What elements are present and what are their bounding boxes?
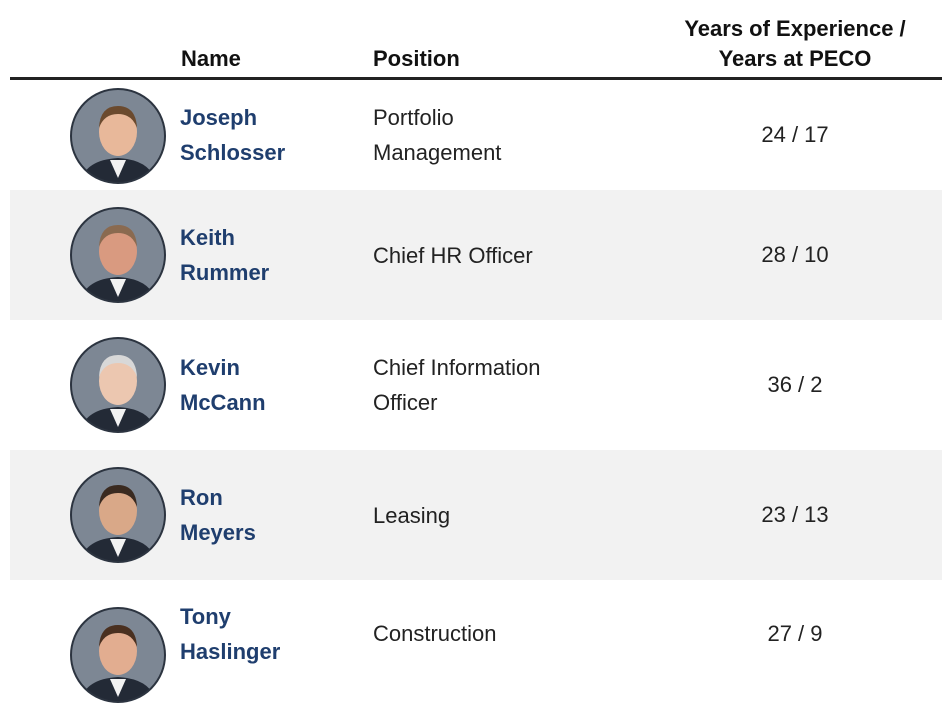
- page: Name Position Years of Experience / Year…: [10, 16, 942, 703]
- years: 36 / 2: [767, 372, 823, 397]
- person-name: Joseph Schlosser: [180, 105, 286, 165]
- position: Chief Information Officer: [373, 355, 541, 415]
- table-row: Keith Rummer Chief HR Officer 28 / 10: [10, 190, 942, 320]
- person-name: Ron Meyers: [180, 485, 256, 545]
- avatar: [70, 88, 166, 184]
- header-position: Position: [373, 46, 460, 71]
- years: 24 / 17: [761, 122, 829, 147]
- header-name: Name: [181, 46, 241, 71]
- person-name: Tony Haslinger: [180, 603, 281, 664]
- position: Leasing: [373, 502, 451, 528]
- table-row: Ron Meyers Leasing 23 / 13: [10, 450, 942, 580]
- avatar: [70, 337, 166, 433]
- years: 23 / 13: [761, 502, 829, 527]
- years: 28 / 10: [761, 242, 829, 267]
- table-row: Tony Haslinger Construction 27 / 9: [10, 580, 942, 703]
- avatar: [70, 207, 166, 303]
- header-years: Years of Experience / Years at PECO: [684, 16, 906, 71]
- position: Chief HR Officer: [373, 242, 533, 268]
- position: Portfolio Management: [373, 105, 502, 165]
- avatar: [70, 467, 166, 563]
- table-row: Kevin McCann Chief Information Officer 36 …: [10, 320, 942, 450]
- person-name: Keith Rummer: [180, 225, 270, 285]
- person-name: Kevin McCann: [180, 355, 266, 415]
- avatar: [70, 607, 166, 703]
- header-rule: [10, 77, 942, 80]
- table-row: Joseph Schlosser Portfolio Management 24 /…: [10, 80, 942, 190]
- years: 27 / 9: [767, 620, 823, 646]
- position: Construction: [373, 621, 497, 646]
